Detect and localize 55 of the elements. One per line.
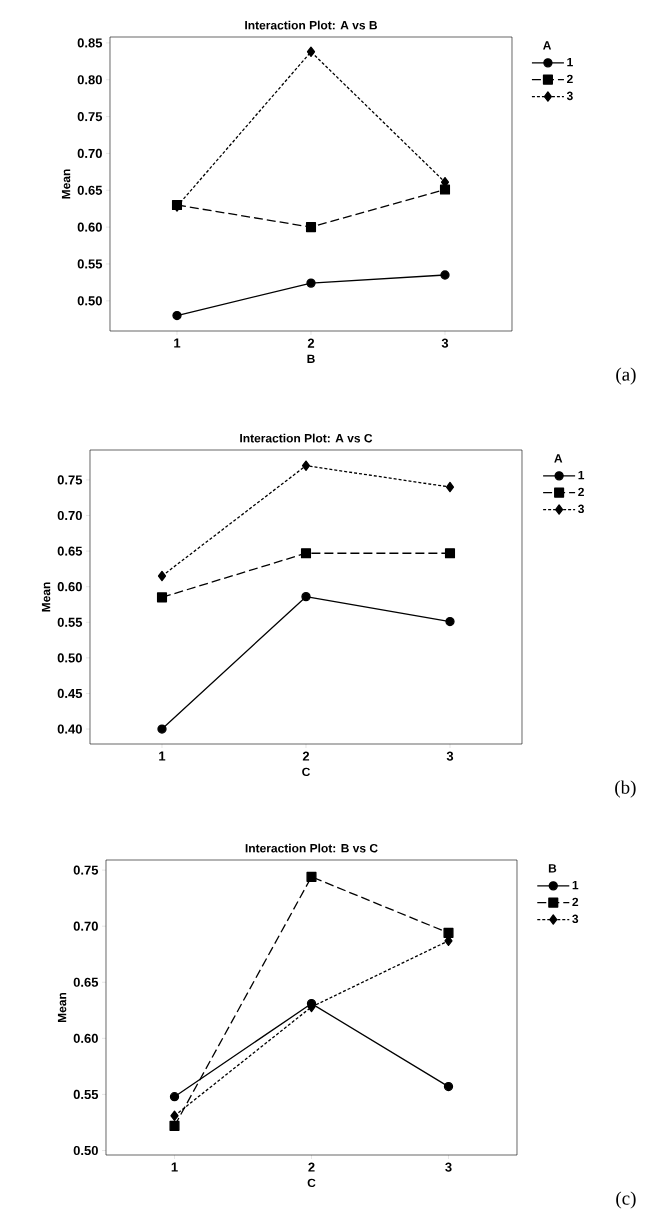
x-axis-title: C bbox=[307, 1178, 316, 1188]
legend-title: A bbox=[543, 41, 552, 50]
x-tick-label: 1 bbox=[159, 751, 166, 761]
y-tick-label: 0.75 bbox=[57, 475, 83, 485]
x-axis-title: C bbox=[302, 767, 311, 777]
y-tick-label: 0.50 bbox=[57, 653, 82, 663]
y-tick-label: 0.40 bbox=[57, 724, 82, 734]
y-tick-label: 0.50 bbox=[77, 296, 102, 306]
y-tick-label: 0.65 bbox=[73, 977, 99, 987]
legend-label: 3 bbox=[572, 914, 579, 924]
y-tick-label: 0.50 bbox=[73, 1145, 98, 1156]
y-tick-label: 0.55 bbox=[73, 1089, 99, 1100]
text: (a) bbox=[616, 367, 636, 385]
x-tick-label: 3 bbox=[446, 751, 454, 761]
legend-label: 1 bbox=[567, 57, 573, 67]
y-tick-label: 0.75 bbox=[73, 865, 99, 875]
y-tick-label: 0.60 bbox=[77, 222, 102, 232]
legend-title: B bbox=[548, 864, 557, 873]
x-tick-label: 2 bbox=[302, 751, 310, 761]
x-tick-label: 1 bbox=[174, 338, 181, 348]
y-axis-title: Mean bbox=[61, 169, 71, 199]
legend-label: 3 bbox=[566, 91, 573, 101]
y-tick-label: 0.70 bbox=[77, 148, 102, 159]
chart-title: Interaction Plot: A vs C bbox=[240, 433, 373, 443]
x-axis-title: B bbox=[307, 354, 315, 363]
y-tick-label: 0.70 bbox=[57, 510, 82, 521]
legend-label: 2 bbox=[572, 897, 579, 907]
y-axis-title: Mean bbox=[41, 582, 51, 612]
chart-title: Interaction Plot: B vs C bbox=[245, 843, 378, 853]
x-tick-label: 2 bbox=[308, 1162, 315, 1172]
x-tick-label: 3 bbox=[441, 338, 449, 348]
y-tick-label: 0.60 bbox=[57, 582, 82, 592]
y-tick-label: 0.70 bbox=[73, 921, 98, 931]
x-tick-label: 1 bbox=[171, 1162, 178, 1172]
legend-label: 1 bbox=[572, 880, 579, 890]
y-tick-label: 0.60 bbox=[73, 1033, 98, 1043]
y-tick-label: 0.55 bbox=[77, 259, 103, 269]
y-tick-label: 0.45 bbox=[57, 688, 83, 699]
x-tick-label: 3 bbox=[445, 1162, 452, 1172]
legend-label: 3 bbox=[578, 504, 585, 514]
text: (c) bbox=[616, 1191, 636, 1209]
legend-label: 1 bbox=[578, 470, 585, 480]
y-axis-title: Mean bbox=[57, 992, 67, 1023]
y-tick-label: 0.65 bbox=[57, 546, 83, 556]
y-tick-label: 0.65 bbox=[77, 185, 103, 195]
text: (b) bbox=[615, 780, 636, 798]
y-tick-label: 0.80 bbox=[77, 75, 102, 85]
y-tick-label: 0.75 bbox=[77, 111, 103, 122]
y-tick-label: 0.85 bbox=[77, 38, 103, 48]
chart-title: Interaction Plot: A vs B bbox=[245, 20, 378, 30]
y-tick-label: 0.55 bbox=[57, 617, 83, 627]
legend-label: 2 bbox=[566, 74, 573, 84]
legend-title: A bbox=[554, 454, 563, 463]
legend-label: 2 bbox=[578, 487, 584, 497]
x-tick-label: 2 bbox=[307, 338, 315, 348]
